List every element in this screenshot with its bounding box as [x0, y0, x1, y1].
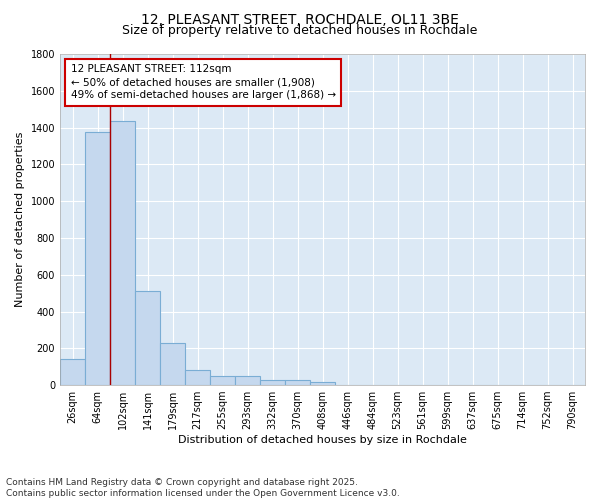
Text: 12 PLEASANT STREET: 112sqm
← 50% of detached houses are smaller (1,908)
49% of s: 12 PLEASANT STREET: 112sqm ← 50% of deta…	[71, 64, 335, 100]
Bar	[85, 132, 110, 385]
Bar	[260, 380, 285, 385]
Y-axis label: Number of detached properties: Number of detached properties	[15, 132, 25, 307]
Bar	[60, 360, 85, 385]
Bar	[310, 382, 335, 385]
Bar	[185, 370, 210, 385]
Bar	[110, 121, 135, 385]
Bar	[160, 343, 185, 385]
Bar	[210, 376, 235, 385]
Bar	[135, 292, 160, 385]
Text: Size of property relative to detached houses in Rochdale: Size of property relative to detached ho…	[122, 24, 478, 37]
Bar	[235, 376, 260, 385]
Text: 12, PLEASANT STREET, ROCHDALE, OL11 3BE: 12, PLEASANT STREET, ROCHDALE, OL11 3BE	[141, 12, 459, 26]
X-axis label: Distribution of detached houses by size in Rochdale: Distribution of detached houses by size …	[178, 435, 467, 445]
Bar	[285, 380, 310, 385]
Text: Contains HM Land Registry data © Crown copyright and database right 2025.
Contai: Contains HM Land Registry data © Crown c…	[6, 478, 400, 498]
